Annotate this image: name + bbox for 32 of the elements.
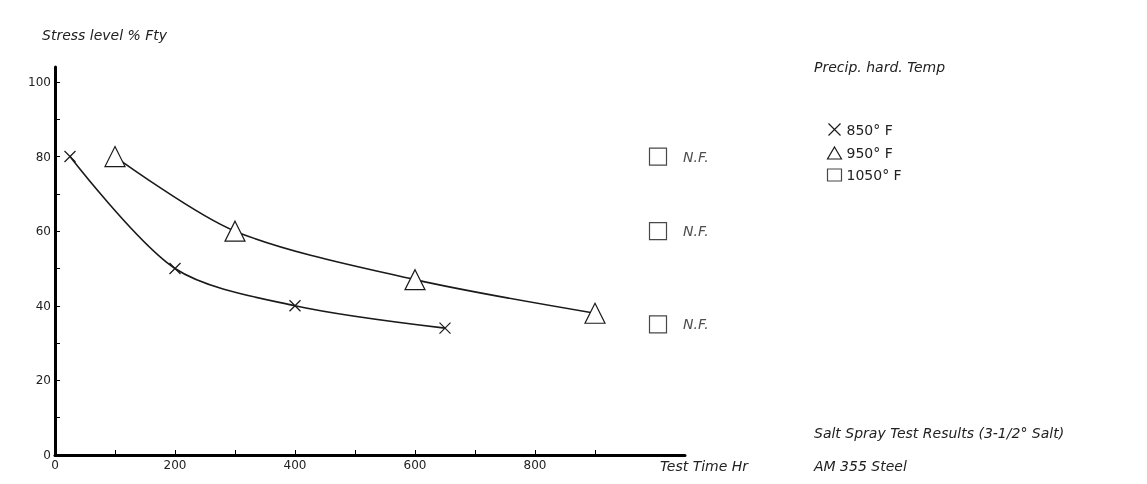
point [648, 315, 668, 334]
point [648, 222, 668, 241]
point [648, 147, 668, 166]
point [104, 145, 126, 168]
y-tick-label: 40 [35, 298, 51, 313]
point [584, 302, 606, 324]
data-label: N.F. [683, 316, 709, 333]
point [224, 220, 246, 242]
x-tick-label: 800 [523, 458, 547, 472]
y-tick-label: 60 [35, 224, 51, 239]
y-axis-title: Stress level % Fty [42, 27, 168, 43]
x-tick-label: 600 [403, 458, 427, 472]
legend-label: 950° F [846, 145, 893, 161]
y-tick-label: 0 [43, 448, 51, 462]
legend-label: 850° F [846, 121, 893, 138]
y-tick-label: 100 [28, 74, 51, 89]
point [168, 262, 182, 275]
x-tick-label: 400 [283, 458, 307, 472]
y-tick-label: 20 [35, 373, 51, 388]
x-tick-label: 200 [163, 458, 187, 472]
text: AM 355 Steel [813, 458, 907, 474]
legend-label: 1050° F [846, 167, 902, 183]
data-label: N.F. [683, 223, 709, 240]
y-tick-label: 80 [35, 149, 51, 164]
legend-title: Precip. hard. Temp [814, 59, 946, 75]
text: Salt Spray Test Results (3-1/2° Salt) [814, 425, 1065, 441]
x-axis-title: Test Time Hr [660, 458, 750, 474]
point [438, 322, 452, 335]
data-label: N.F. [683, 148, 709, 165]
point [288, 299, 302, 312]
point [63, 150, 77, 163]
point [404, 269, 426, 291]
